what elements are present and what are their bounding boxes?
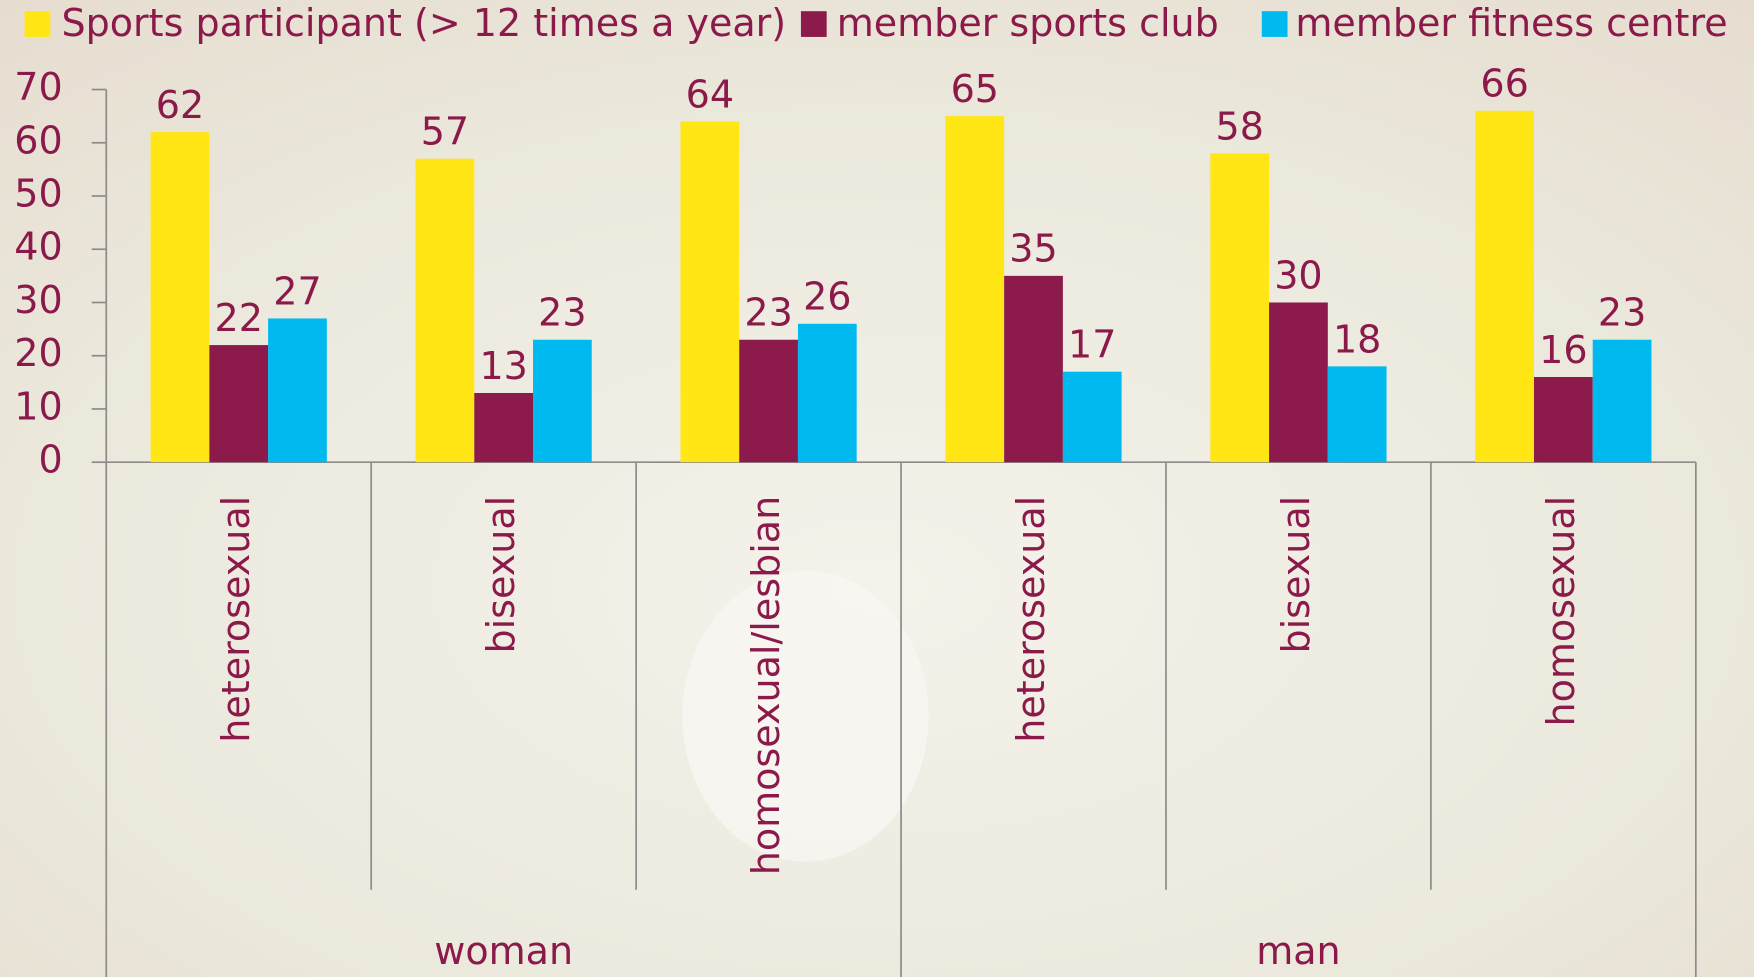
x-tick-label: heterosexual (1009, 496, 1053, 743)
bar (1475, 110, 1535, 463)
bar (1004, 275, 1063, 463)
x-tick-label: bisexual (1274, 496, 1318, 654)
data-label: 13 (479, 344, 527, 388)
legend-swatch (24, 11, 51, 37)
bar (680, 121, 740, 463)
data-label: 27 (273, 269, 321, 313)
legend-swatch (800, 11, 827, 37)
bar (1592, 339, 1652, 463)
bar (415, 158, 475, 463)
data-label: 64 (686, 72, 734, 116)
y-tick-label: 70 (14, 65, 62, 109)
data-label: 17 (1068, 323, 1116, 367)
legend-label: Sports participant (> 12 times a year) (62, 1, 787, 45)
x-tick-label: homosexual/lesbian (744, 496, 788, 876)
bar (1534, 377, 1593, 463)
bar (1062, 371, 1122, 463)
legend-swatch (1261, 11, 1288, 37)
data-label: 30 (1274, 253, 1322, 297)
bar (1210, 153, 1270, 463)
bar (1327, 366, 1387, 463)
y-tick-label: 60 (14, 118, 62, 162)
data-label: 23 (744, 291, 792, 335)
background-ball (682, 570, 929, 862)
data-label: 22 (215, 296, 263, 340)
bar (209, 345, 269, 463)
bar (739, 339, 798, 463)
y-tick-label: 20 (14, 331, 62, 375)
y-tick-label: 40 (14, 225, 62, 269)
data-label: 26 (803, 275, 851, 319)
y-tick-label: 50 (14, 172, 62, 216)
x-tick-label: bisexual (479, 496, 523, 654)
data-label: 23 (1598, 291, 1646, 335)
bar (797, 323, 857, 463)
y-tick-label: 0 (38, 438, 62, 482)
bar (474, 392, 534, 463)
data-label: 16 (1539, 328, 1587, 372)
bar (150, 132, 210, 463)
group-label: man (1256, 929, 1340, 973)
bar (533, 339, 592, 463)
data-label: 65 (951, 67, 999, 111)
data-label: 58 (1216, 104, 1264, 148)
legend-label: member sports club (837, 1, 1219, 45)
data-label: 62 (156, 83, 204, 127)
y-tick-label: 30 (14, 278, 62, 322)
y-tick-label: 10 (14, 384, 62, 428)
bar (268, 318, 327, 463)
group-label: woman (434, 929, 573, 973)
legend-label: member fitness centre (1295, 1, 1727, 45)
data-label: 18 (1333, 317, 1381, 361)
bar (945, 116, 1005, 463)
data-label: 35 (1009, 227, 1057, 271)
bar (1269, 302, 1328, 463)
plot-area: Sports participant (> 12 times a year) me… (14, 1, 1728, 977)
data-label: 23 (538, 291, 586, 335)
x-tick-label: homosexual (1539, 496, 1583, 727)
x-tick-label: heterosexual (214, 496, 258, 743)
data-label: 66 (1480, 62, 1528, 106)
data-label: 57 (421, 110, 469, 154)
